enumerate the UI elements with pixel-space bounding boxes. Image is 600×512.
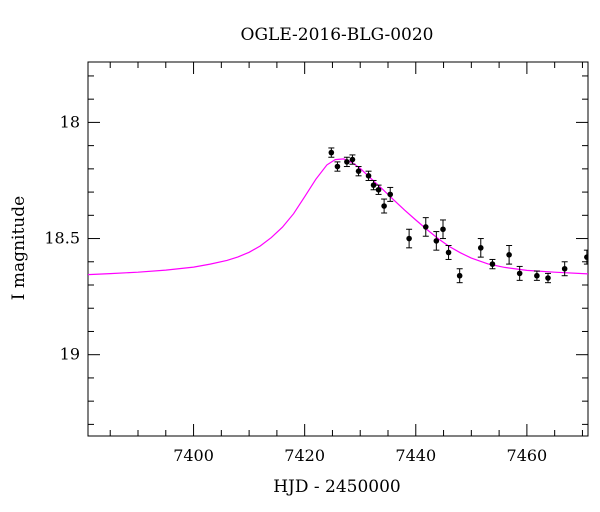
data-marker <box>561 265 568 272</box>
data-point <box>334 161 341 172</box>
data-point <box>370 179 377 191</box>
data-point <box>516 265 523 281</box>
data-point <box>381 198 388 214</box>
data-marker <box>445 249 452 256</box>
data-marker <box>406 235 412 242</box>
data-marker <box>365 173 372 179</box>
x-tick-label: 7420 <box>284 446 325 465</box>
data-point <box>545 272 551 284</box>
data-point <box>561 261 568 277</box>
data-marker <box>349 156 356 163</box>
data-point <box>456 268 463 284</box>
data-marker <box>355 168 362 174</box>
plot-area: 7400 7420 7440 7460 18 18.5 19 <box>44 61 589 465</box>
data-point <box>375 184 382 195</box>
data-point <box>440 219 446 240</box>
data-point <box>445 245 452 260</box>
data-point <box>365 170 372 181</box>
data-marker <box>534 272 540 279</box>
data-marker <box>381 203 387 209</box>
data-point <box>355 166 362 177</box>
data-marker <box>516 270 523 277</box>
x-tick-label: 7440 <box>395 446 436 465</box>
data-point <box>328 147 335 158</box>
y-tick-label: 18.5 <box>44 229 80 248</box>
data-marker <box>422 224 429 230</box>
data-marker <box>433 238 440 244</box>
data-point <box>433 231 440 251</box>
chart-title: OGLE-2016-BLG-0020 <box>241 25 434 45</box>
data-point <box>349 154 356 165</box>
x-axis-label: HJD - 2450000 <box>273 477 401 497</box>
data-point <box>387 186 394 202</box>
data-point <box>489 258 496 270</box>
y-tick-label: 18 <box>60 112 80 131</box>
data-marker <box>584 254 588 260</box>
data-point <box>406 228 413 249</box>
data-marker <box>328 149 335 156</box>
data-marker <box>344 159 350 165</box>
data-point <box>506 245 513 265</box>
data-marker <box>456 272 463 279</box>
data-marker <box>506 252 512 258</box>
x-tick-label: 7460 <box>507 446 548 465</box>
model-curve <box>88 158 588 276</box>
data-marker <box>545 275 551 281</box>
data-marker <box>477 245 484 251</box>
data-marker <box>370 182 377 188</box>
data-marker <box>375 186 382 193</box>
y-tick-label: 19 <box>60 345 80 364</box>
y-axis-label: I magnitude <box>9 196 29 300</box>
x-tick-label: 7400 <box>173 446 214 465</box>
data-marker <box>334 163 341 170</box>
data-marker <box>489 261 496 267</box>
data-marker <box>440 226 446 233</box>
data-marker <box>387 191 394 198</box>
data-point <box>422 217 429 237</box>
data-point <box>583 249 588 265</box>
data-point <box>343 156 350 168</box>
plot-frame <box>87 61 589 437</box>
data-point <box>477 238 484 258</box>
data-point <box>533 270 540 281</box>
